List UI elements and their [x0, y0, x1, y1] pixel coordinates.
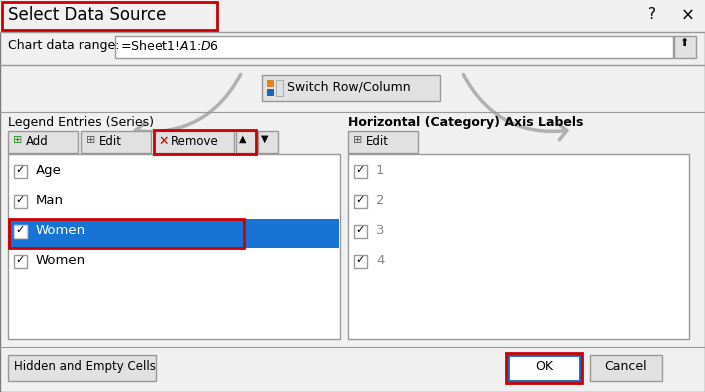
FancyBboxPatch shape [81, 131, 151, 153]
FancyBboxPatch shape [8, 355, 156, 381]
FancyBboxPatch shape [262, 75, 440, 101]
Text: ✓: ✓ [15, 255, 25, 265]
FancyBboxPatch shape [354, 255, 367, 268]
Text: ×: × [681, 7, 695, 25]
Text: Select Data Source: Select Data Source [8, 6, 166, 24]
FancyBboxPatch shape [267, 89, 274, 96]
Text: ▼: ▼ [261, 134, 269, 144]
FancyBboxPatch shape [354, 165, 367, 178]
Text: ⊞: ⊞ [86, 135, 95, 145]
FancyArrowPatch shape [463, 74, 567, 140]
FancyBboxPatch shape [354, 225, 367, 238]
Text: ✕: ✕ [158, 135, 168, 148]
FancyBboxPatch shape [115, 36, 673, 58]
Text: ✓: ✓ [15, 195, 25, 205]
Text: Remove: Remove [171, 135, 219, 148]
Text: Cancel: Cancel [605, 360, 647, 373]
FancyBboxPatch shape [14, 225, 27, 238]
Text: Man: Man [36, 194, 64, 207]
Text: ✓: ✓ [355, 165, 364, 175]
FancyBboxPatch shape [508, 355, 580, 381]
Text: ⬆: ⬆ [679, 38, 688, 48]
FancyBboxPatch shape [14, 255, 27, 268]
Text: ⊞: ⊞ [353, 135, 362, 145]
FancyBboxPatch shape [236, 131, 256, 153]
FancyBboxPatch shape [674, 36, 696, 58]
FancyBboxPatch shape [0, 0, 705, 32]
Text: 3: 3 [376, 224, 384, 237]
FancyBboxPatch shape [8, 154, 340, 339]
FancyBboxPatch shape [9, 219, 339, 248]
Text: Switch Row/Column: Switch Row/Column [287, 80, 410, 93]
FancyArrowPatch shape [135, 74, 240, 140]
FancyBboxPatch shape [590, 355, 662, 381]
Text: ✓: ✓ [355, 195, 364, 205]
Text: Edit: Edit [99, 135, 122, 148]
Text: Age: Age [36, 164, 62, 177]
Text: =Sheet1!$A$1:$D$6: =Sheet1!$A$1:$D$6 [120, 39, 219, 53]
FancyBboxPatch shape [348, 154, 689, 339]
FancyBboxPatch shape [8, 131, 78, 153]
Text: ⊞: ⊞ [13, 135, 23, 145]
Text: 1: 1 [376, 164, 384, 177]
Text: 4: 4 [376, 254, 384, 267]
Text: OK: OK [535, 360, 553, 373]
FancyBboxPatch shape [258, 131, 278, 153]
Text: ✓: ✓ [15, 165, 25, 175]
FancyBboxPatch shape [154, 131, 234, 153]
FancyBboxPatch shape [276, 80, 283, 96]
FancyBboxPatch shape [14, 195, 27, 208]
Text: Women: Women [36, 254, 86, 267]
Text: ✓: ✓ [355, 255, 364, 265]
Text: Hidden and Empty Cells: Hidden and Empty Cells [14, 360, 156, 373]
Text: Women: Women [36, 224, 86, 237]
Text: ✓: ✓ [15, 225, 25, 235]
Text: ?: ? [648, 7, 656, 22]
Text: Legend Entries (Series): Legend Entries (Series) [8, 116, 154, 129]
Text: Chart data range:: Chart data range: [8, 39, 120, 52]
Text: Add: Add [26, 135, 49, 148]
FancyBboxPatch shape [348, 131, 418, 153]
Text: ✓: ✓ [355, 225, 364, 235]
FancyBboxPatch shape [2, 2, 217, 30]
Text: 2: 2 [376, 194, 384, 207]
FancyBboxPatch shape [354, 195, 367, 208]
Text: ▲: ▲ [239, 134, 247, 144]
FancyBboxPatch shape [14, 165, 27, 178]
FancyBboxPatch shape [267, 80, 274, 87]
Text: Horizontal (Category) Axis Labels: Horizontal (Category) Axis Labels [348, 116, 583, 129]
Text: Edit: Edit [366, 135, 389, 148]
